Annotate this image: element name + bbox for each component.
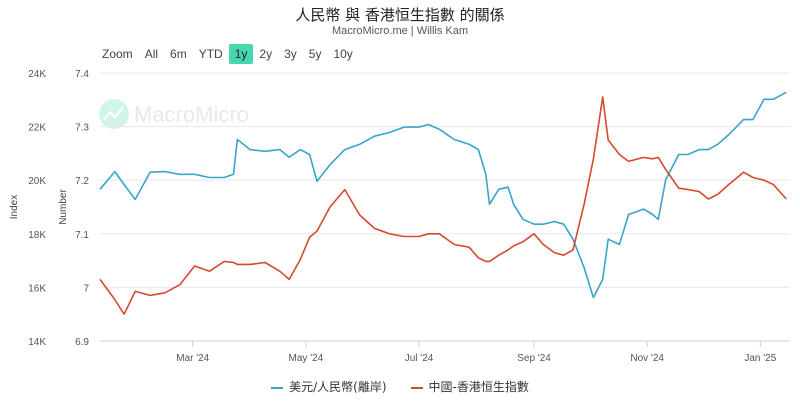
range-button-2y[interactable]: 2y	[259, 47, 273, 61]
y-tick-label-number: 6.9	[75, 337, 89, 348]
y-tick-label-index: 14K	[28, 337, 46, 348]
range-button-ytd[interactable]: YTD	[198, 47, 223, 61]
legend-label-hsi: 中國-香港恒生指數	[428, 380, 529, 394]
range-selector: Zoom All 6m YTD 1y 2y 3y 5y 10y	[100, 44, 359, 64]
x-tick-label: Jul '24	[405, 353, 434, 364]
watermark: MacroMicro	[99, 99, 249, 129]
y-tick-label-index: 20K	[28, 176, 46, 187]
legend-swatch-hsi	[410, 386, 423, 389]
range-button-all[interactable]: All	[144, 47, 159, 61]
y-tick-label-number: 7.3	[75, 123, 89, 134]
legend-item-usdcnh[interactable]: 美元/人民幣(離岸)	[271, 378, 387, 395]
y-tick-label-number: 7.1	[75, 230, 89, 241]
y-tick-label-index: 18K	[28, 230, 46, 241]
y-tick-label-index: 16K	[28, 283, 46, 294]
x-tick-label: Sep '24	[517, 353, 551, 364]
range-button-5y[interactable]: 5y	[308, 47, 322, 61]
legend: 美元/人民幣(離岸) 中國-香港恒生指數	[0, 378, 800, 395]
x-tick-label: Nov '24	[630, 353, 664, 364]
macromicro-logo-icon	[99, 99, 129, 129]
range-button-10y[interactable]: 10y	[333, 47, 353, 61]
y-tick-label-index: 22K	[28, 123, 46, 134]
series-line-hsi	[99, 96, 787, 316]
y-tick-label-number: 7.4	[75, 69, 89, 80]
x-tick-label: Jan '25	[744, 353, 776, 364]
y-tick-label-number: 7	[83, 283, 89, 294]
range-button-3y[interactable]: 3y	[284, 47, 297, 61]
series-line-usdcnh	[99, 91, 787, 299]
range-button-1y[interactable]: 1y	[228, 44, 254, 64]
legend-swatch-usdcnh	[271, 386, 284, 389]
y-axis-label-index: Index	[9, 195, 20, 219]
legend-label-usdcnh: 美元/人民幣(離岸)	[289, 380, 387, 394]
chart-subtitle: MacroMicro.me | Willis Kam	[331, 25, 469, 37]
y-axis-label-number: Number	[58, 189, 69, 225]
y-tick-label-number: 7.2	[75, 176, 89, 187]
legend-item-hsi[interactable]: 中國-香港恒生指數	[410, 378, 529, 395]
watermark-text: MacroMicro	[134, 102, 249, 127]
range-button-6m[interactable]: 6m	[170, 47, 187, 61]
y-tick-label-index: 24K	[28, 69, 46, 80]
logo-chart-glyph	[103, 106, 124, 121]
x-tick-label: May '24	[289, 353, 324, 364]
chart-title: 人民幣 與 香港恒生指數 的關係	[295, 6, 505, 24]
x-tick-label: Mar '24	[176, 353, 209, 364]
zoom-label: Zoom	[102, 47, 133, 61]
